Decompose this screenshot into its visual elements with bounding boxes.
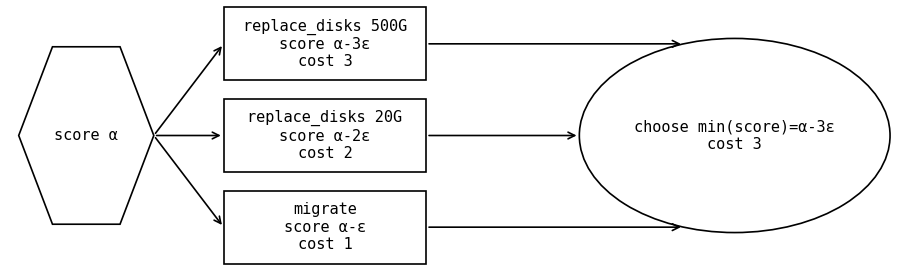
Text: migrate
score α-ε
cost 1: migrate score α-ε cost 1 (284, 202, 366, 252)
Text: replace_disks 20G
score α-2ε
cost 2: replace_disks 20G score α-2ε cost 2 (247, 110, 402, 161)
Bar (224, 99, 427, 172)
Text: replace_disks 500G
score α-3ε
cost 3: replace_disks 500G score α-3ε cost 3 (243, 18, 407, 69)
Bar (224, 191, 427, 264)
Text: score α: score α (54, 128, 118, 143)
Ellipse shape (579, 38, 890, 233)
Polygon shape (19, 47, 154, 224)
Text: choose min(score)=α-3ε
cost 3: choose min(score)=α-3ε cost 3 (634, 119, 835, 152)
Bar (224, 7, 427, 80)
